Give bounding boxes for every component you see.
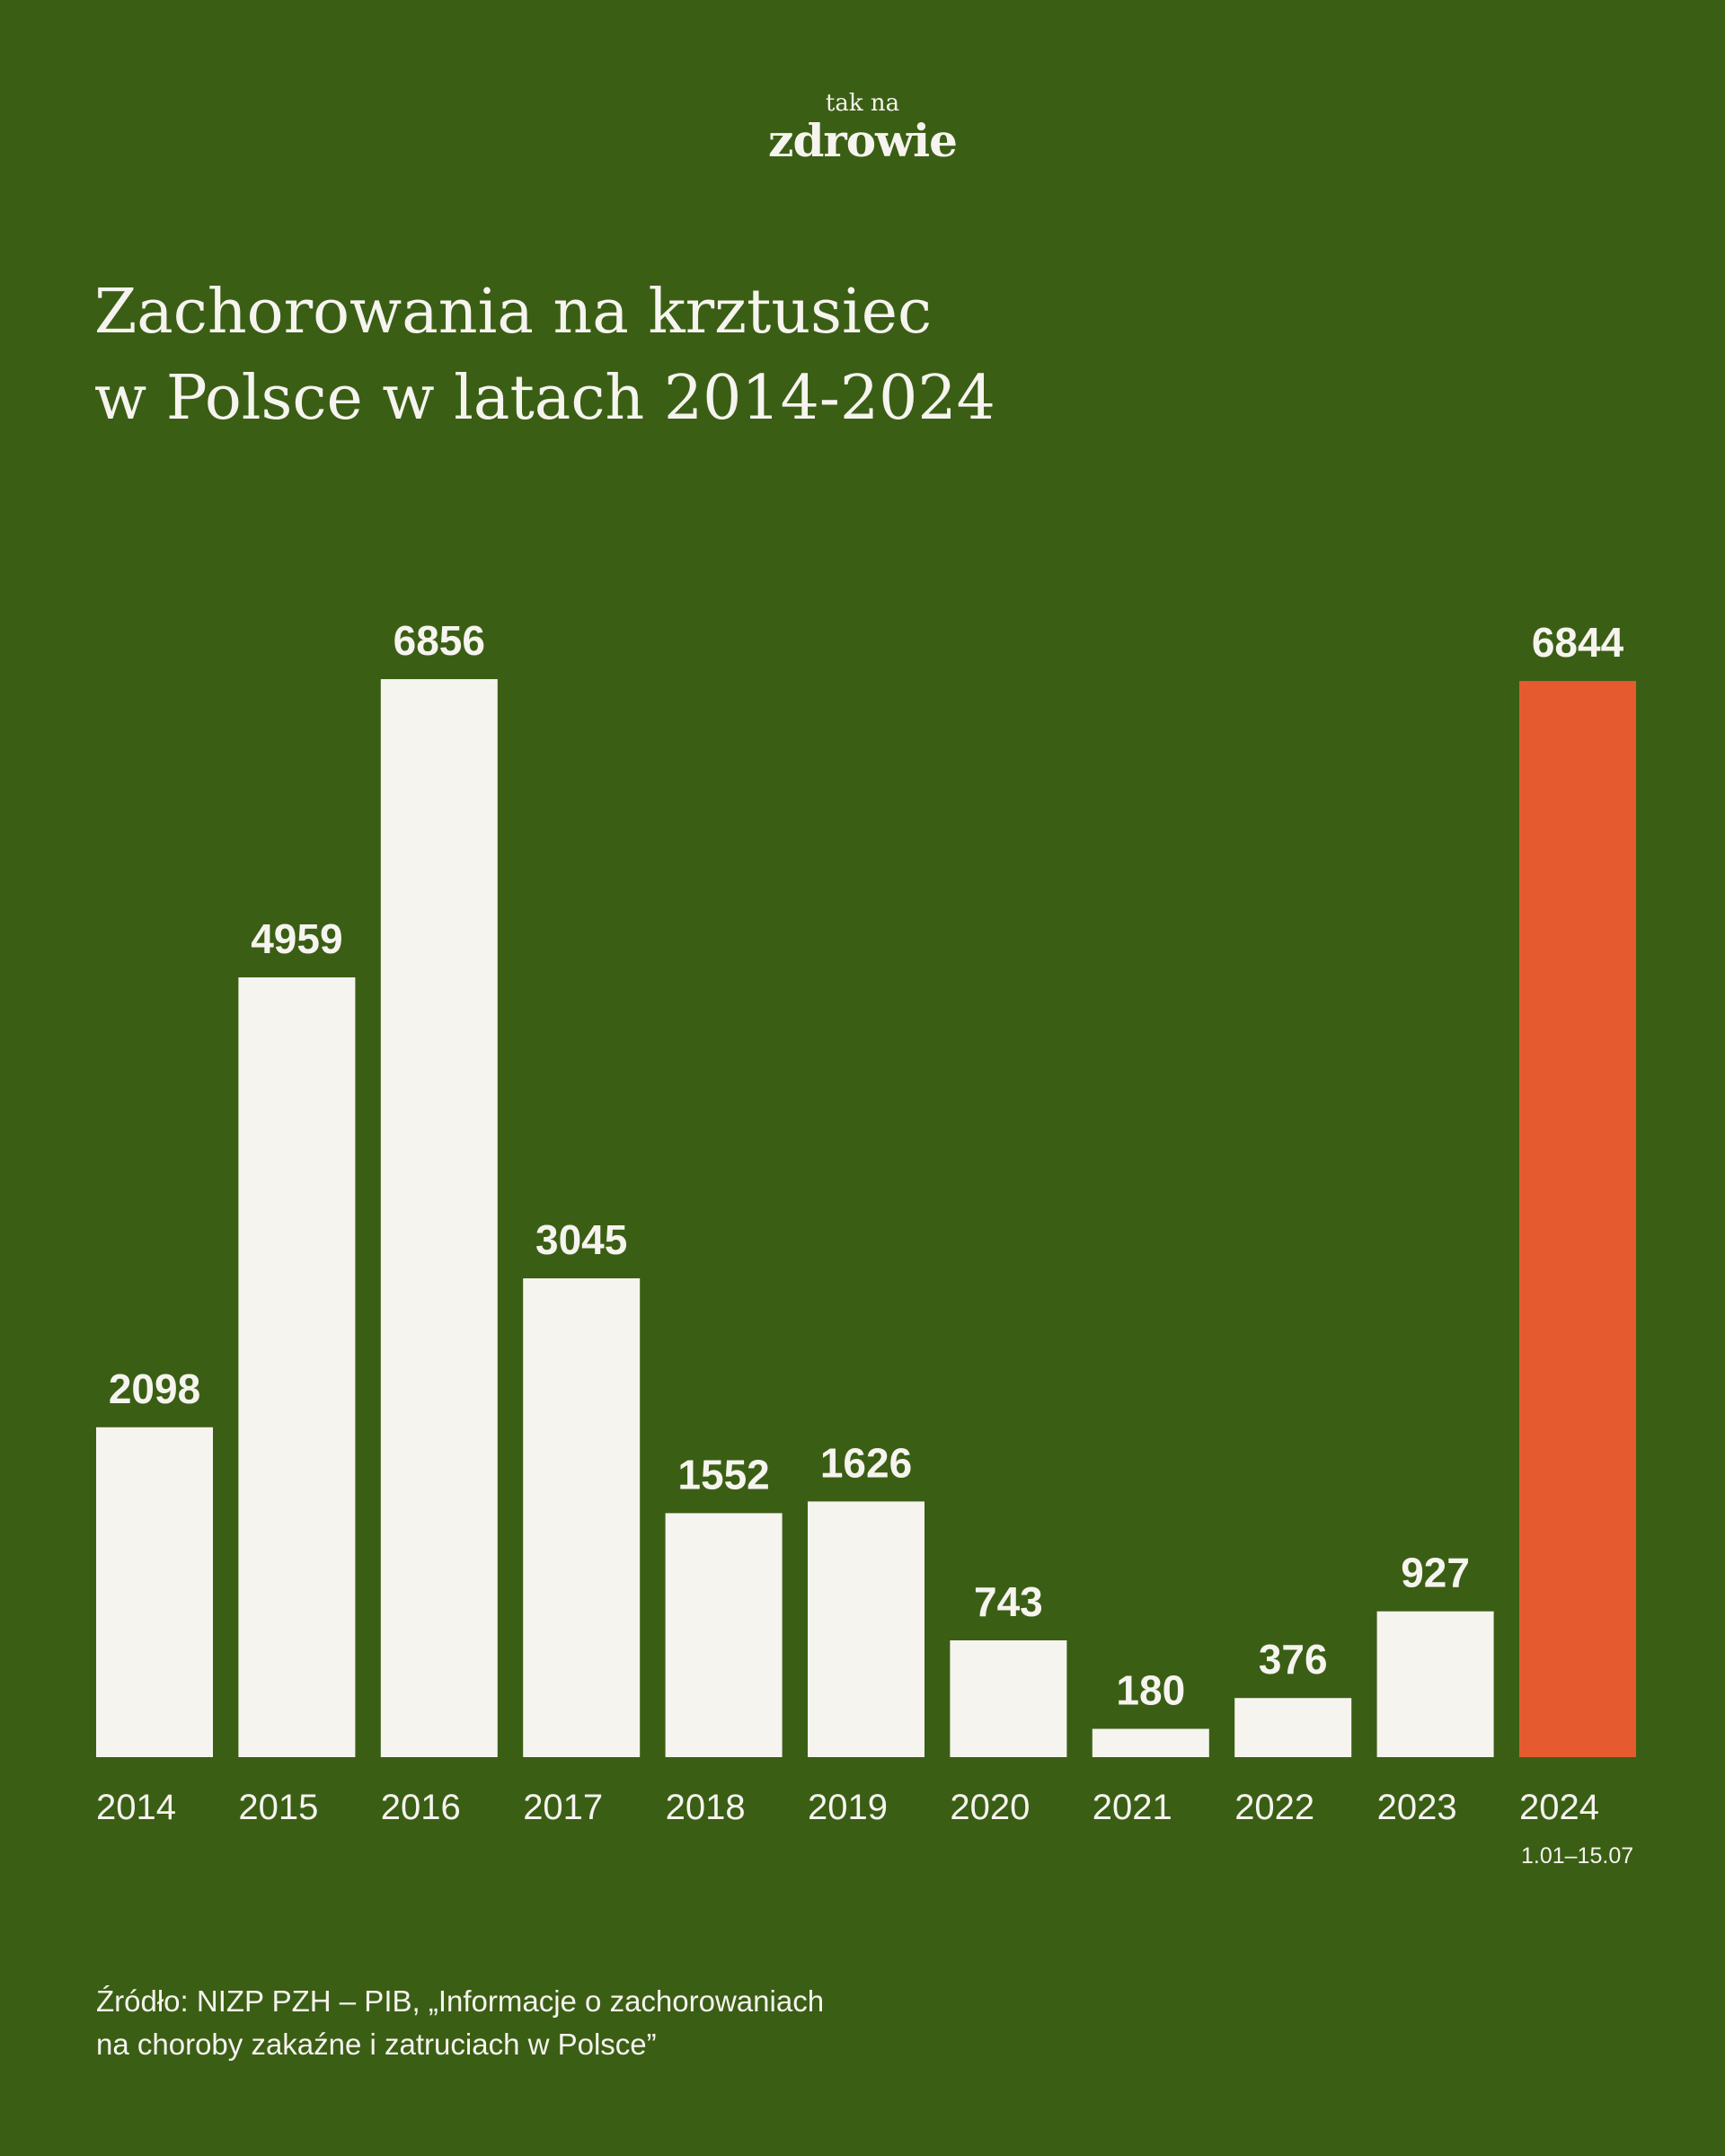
value-label-2022: 376 [1259,1636,1328,1683]
logo-line-1: tak na [825,90,900,117]
x-tick-label-2018: 2018 [666,1788,746,1827]
bar-2024 [1519,681,1636,1757]
value-label-2019: 1626 [820,1439,912,1486]
bar-2018 [665,1513,783,1757]
x-tick-label-2021: 2021 [1092,1788,1172,1827]
value-label-2020: 743 [974,1578,1043,1625]
bar-2016 [380,679,498,1757]
bar-2022 [1234,1698,1352,1757]
value-label-2018: 1552 [677,1451,769,1498]
bar-2015 [238,977,356,1757]
bar-2020 [950,1640,1067,1757]
x-tick-label-2015: 2015 [238,1788,318,1827]
value-label-2015: 4959 [251,915,342,962]
value-label-2024: 6844 [1532,619,1624,666]
x-tick-label-2023: 2023 [1377,1788,1457,1827]
bar-2017 [523,1278,641,1757]
source-note: Źródło: NIZP PZH – PIB, „Informacje o za… [96,1980,1354,2066]
x-tick-label-2016: 2016 [381,1788,461,1827]
source-line-1: Źródło: NIZP PZH – PIB, „Informacje o za… [96,1984,825,2018]
brand-logo: tak na zdrowie [0,90,1725,165]
source-line-2: na choroby zakaźne i zatruciach w Polsce… [96,2028,657,2061]
x-tick-note-2024: 1.01–15.07 [1521,1843,1633,1869]
value-label-2014: 2098 [109,1365,200,1412]
logo-line-2: zdrowie [768,114,958,167]
x-tick-label-2020: 2020 [950,1788,1030,1827]
x-tick-label-2017: 2017 [523,1788,603,1827]
bar-2021 [1092,1728,1209,1757]
x-tick-label-2024: 2024 [1519,1788,1599,1827]
bar-2014 [96,1427,213,1757]
x-tick-label-2014: 2014 [96,1788,176,1827]
bar-2023 [1376,1611,1494,1757]
x-tick-label-2022: 2022 [1234,1788,1314,1827]
bar-chart: 2098 2014 4959 2015 6856 2016 3045 2017 1552 2018… [96,617,1636,1869]
value-label-2023: 927 [1401,1550,1470,1596]
value-label-2016: 6856 [394,617,485,664]
value-label-2021: 180 [1116,1667,1185,1714]
chart-title-line-2: w Polsce w latach 2014-2024 [94,363,995,434]
value-label-2017: 3045 [535,1216,627,1263]
x-tick-label-2019: 2019 [808,1788,888,1827]
chart-title-line-1: Zachorowania na krztusiec [94,277,933,348]
chart-title: Zachorowania na krztusiec w Polsce w lat… [94,270,1442,442]
bar-2019 [808,1501,924,1757]
